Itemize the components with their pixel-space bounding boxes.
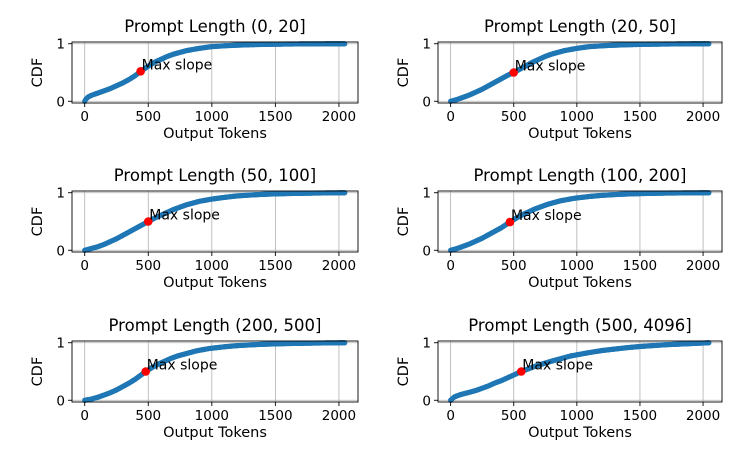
x-tick-label: 500 bbox=[135, 408, 161, 424]
x-tick-label: 1500 bbox=[623, 109, 657, 125]
y-tick-label: 0 bbox=[422, 94, 431, 110]
x-tick-label: 500 bbox=[135, 258, 161, 274]
y-tick-label: 0 bbox=[56, 94, 65, 110]
axes-frame bbox=[437, 340, 723, 403]
max-slope-marker bbox=[517, 367, 526, 376]
x-tick-label: 1500 bbox=[623, 408, 657, 424]
cdf-points bbox=[82, 340, 348, 403]
x-tick-label: 1000 bbox=[560, 258, 594, 274]
x-tick-label: 0 bbox=[446, 109, 455, 125]
max-slope-label: Max slope bbox=[515, 59, 586, 75]
cdf-points bbox=[448, 41, 712, 104]
x-tick-label: 2000 bbox=[322, 258, 356, 274]
max-slope-label: Max slope bbox=[149, 208, 220, 224]
x-axis-label: Output Tokens bbox=[528, 425, 632, 441]
subplot-title: Prompt Length (50, 100] bbox=[114, 166, 316, 185]
max-slope-label: Max slope bbox=[522, 358, 593, 374]
max-slope-marker bbox=[143, 217, 153, 226]
axes-frame bbox=[71, 340, 359, 403]
x-tick-label: 1500 bbox=[258, 109, 292, 125]
max-slope-label: Max slope bbox=[147, 358, 218, 374]
x-tick-label: 1000 bbox=[195, 109, 229, 125]
x-tick-label: 0 bbox=[80, 258, 89, 274]
axes-frame bbox=[437, 190, 723, 253]
max-slope-marker bbox=[136, 67, 145, 76]
cdf-points bbox=[82, 190, 348, 253]
axes-frame bbox=[71, 190, 359, 253]
axes-frame bbox=[437, 41, 723, 104]
x-axis-label: Output Tokens bbox=[163, 126, 267, 142]
x-tick-label: 500 bbox=[501, 109, 527, 125]
max-slope-label: Max slope bbox=[511, 208, 582, 224]
subplot-title: Prompt Length (200, 500] bbox=[109, 316, 322, 335]
y-tick-label: 1 bbox=[422, 336, 431, 352]
max-slope-marker bbox=[141, 367, 151, 376]
y-tick-label: 0 bbox=[56, 243, 65, 259]
cdf-points bbox=[82, 41, 348, 104]
y-tick-label: 0 bbox=[56, 393, 65, 409]
y-axis-label: CDF bbox=[396, 58, 412, 88]
y-tick-label: 0 bbox=[422, 243, 431, 259]
x-tick-label: 2000 bbox=[686, 408, 720, 424]
cdf-points bbox=[448, 190, 712, 253]
axes-frame bbox=[71, 41, 359, 104]
x-axis-label: Output Tokens bbox=[163, 425, 267, 441]
x-tick-label: 1000 bbox=[560, 408, 594, 424]
y-axis-label: CDF bbox=[396, 207, 412, 237]
y-tick-label: 0 bbox=[422, 393, 431, 409]
subplot-3: Max slope 0 500 1000 1500 2000 0 1 Prompt Length… bbox=[30, 166, 359, 291]
y-axis-label: CDF bbox=[30, 207, 46, 237]
x-tick-label: 1500 bbox=[623, 258, 657, 274]
subplot-5: Max slope 0 500 1000 1500 2000 0 1 Prompt Length… bbox=[30, 316, 359, 441]
x-tick-label: 500 bbox=[501, 408, 527, 424]
x-tick-label: 0 bbox=[80, 109, 89, 125]
y-tick-label: 1 bbox=[56, 336, 65, 352]
x-tick-label: 0 bbox=[446, 408, 455, 424]
cdf-points bbox=[448, 340, 712, 403]
x-tick-label: 1000 bbox=[195, 408, 229, 424]
y-tick-label: 1 bbox=[56, 37, 65, 53]
y-axis-label: CDF bbox=[30, 58, 46, 88]
x-tick-label: 2000 bbox=[322, 109, 356, 125]
x-tick-label: 500 bbox=[135, 109, 161, 125]
x-tick-label: 0 bbox=[80, 408, 89, 424]
subplot-4: Max slope 0 500 1000 1500 2000 0 1 Prompt Length… bbox=[396, 166, 723, 291]
x-tick-label: 1500 bbox=[258, 408, 292, 424]
x-axis-label: Output Tokens bbox=[528, 126, 632, 142]
x-tick-label: 1500 bbox=[258, 258, 292, 274]
subplot-title: Prompt Length (20, 50] bbox=[484, 17, 676, 36]
y-axis-label: CDF bbox=[30, 357, 46, 387]
y-tick-label: 1 bbox=[422, 37, 431, 53]
x-axis-label: Output Tokens bbox=[528, 275, 632, 291]
y-tick-label: 1 bbox=[422, 186, 431, 202]
max-slope-marker bbox=[509, 68, 519, 77]
subplot-2: Max slope 0 500 1000 1500 2000 0 1 Prompt Length… bbox=[396, 17, 723, 142]
x-tick-label: 1000 bbox=[560, 109, 594, 125]
y-tick-label: 1 bbox=[56, 186, 65, 202]
subplot-title: Prompt Length (100, 200] bbox=[474, 166, 687, 185]
x-tick-label: 0 bbox=[446, 258, 455, 274]
y-axis-label: CDF bbox=[396, 357, 412, 387]
subplot-6: Max slope 0 500 1000 1500 2000 0 1 Prompt Length… bbox=[396, 316, 723, 441]
subplot-title: Prompt Length (0, 20] bbox=[124, 17, 305, 36]
subplot-1: Max slope 0 500 1000 1500 2000 0 1 Prompt Length… bbox=[30, 17, 359, 142]
x-tick-label: 2000 bbox=[686, 109, 720, 125]
x-axis-label: Output Tokens bbox=[163, 275, 267, 291]
x-tick-label: 2000 bbox=[686, 258, 720, 274]
x-tick-label: 1000 bbox=[195, 258, 229, 274]
subplot-title: Prompt Length (500, 4096] bbox=[468, 316, 691, 335]
x-tick-label: 2000 bbox=[322, 408, 356, 424]
max-slope-label: Max slope bbox=[142, 57, 213, 73]
max-slope-marker bbox=[505, 217, 515, 227]
x-tick-label: 500 bbox=[501, 258, 527, 274]
